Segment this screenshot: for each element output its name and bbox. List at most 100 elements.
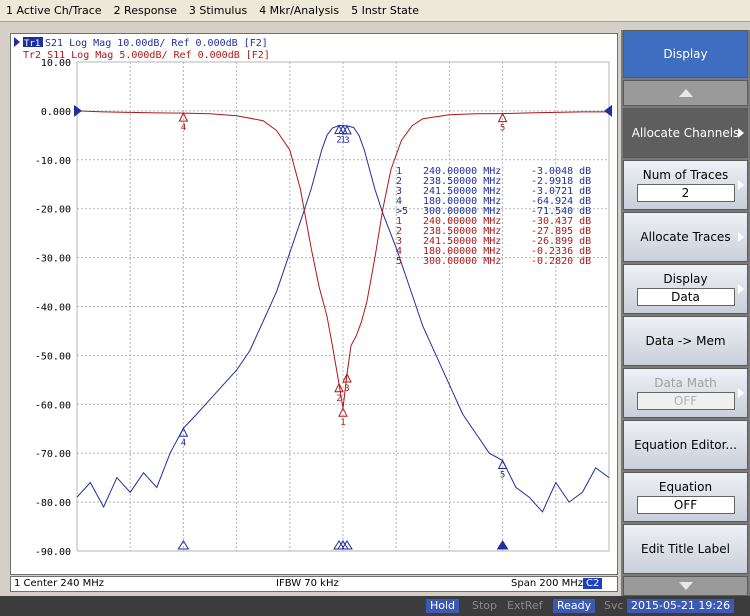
marker-table-number: 1 (396, 166, 402, 177)
num-of-traces-value: 2 (636, 184, 735, 202)
tr1-header: S21 Log Mag 10.00dB/ Ref 0.000dB [F2] (45, 38, 268, 49)
y-tick-label: -80.00 (35, 498, 71, 509)
active-trace-arrow-icon (14, 37, 20, 47)
display-label: Display (663, 272, 708, 286)
submenu-arrow-icon (738, 388, 744, 398)
num-of-traces-button[interactable]: Num of Traces 2 (623, 160, 748, 210)
marker-table-value: -3.0721 dB (531, 186, 591, 197)
marker-table-number: 2 (396, 176, 402, 187)
scroll-down-button[interactable] (623, 576, 748, 596)
data-math-value: OFF (636, 392, 735, 410)
data-math-button[interactable]: Data Math OFF (623, 368, 748, 418)
x-axis-marker-icon (496, 540, 509, 550)
marker-number: 3 (344, 384, 349, 394)
menu-bar: 1 Active Ch/Trace 2 Response 3 Stimulus … (0, 0, 750, 22)
marker-number: 4 (181, 438, 186, 448)
marker-table-frequency: 240.00000 MHz (423, 166, 501, 177)
equation-value: OFF (636, 496, 735, 514)
marker-number: 2 (336, 136, 341, 146)
marker-table-value: -26.899 dB (531, 236, 591, 247)
trace-display[interactable]: 10.00 0.000 -10.00 -20.00 -30.00 -40.00 -50.00… (10, 33, 618, 575)
marker-number: 5 (500, 471, 505, 481)
marker-table-value: -0.2336 dB (531, 246, 591, 257)
down-arrow-icon (678, 582, 693, 590)
marker-triangle (334, 382, 344, 393)
y-tick-label: -70.00 (35, 449, 71, 460)
submenu-arrow-icon (738, 180, 744, 190)
marker-triangle (342, 124, 352, 135)
marker-table-number: 4 (396, 246, 402, 257)
equation-editor-label: Equation Editor... (634, 438, 737, 452)
marker-triangle (178, 427, 189, 437)
marker-table-frequency: 300.00000 MHz (423, 256, 501, 267)
marker-table-frequency: 180.00000 MHz (423, 246, 501, 257)
marker-table-number: 1 (396, 216, 402, 227)
tr2-header: Tr2 S11 Log Mag 5.000dB/ Ref 0.000dB [F2… (23, 50, 270, 61)
ready-indicator: Ready (553, 599, 596, 613)
stop-indicator: Stop (472, 599, 498, 612)
date-time: 2015-05-21 19:26 (627, 599, 735, 613)
menu-active-ch-trace[interactable]: 1 Active Ch/Trace (6, 4, 102, 17)
submenu-arrow-icon (738, 232, 744, 242)
y-tick-label: -30.00 (35, 254, 71, 265)
marker-table-number: 2 (396, 226, 402, 237)
data-to-mem-button[interactable]: Data -> Mem (623, 316, 748, 366)
allocate-channels-label: Allocate Channels (631, 126, 740, 140)
marker-table-frequency: 241.50000 MHz (423, 236, 501, 247)
marker-table-number: 5 (396, 256, 402, 267)
marker-number: 2 (336, 394, 341, 404)
equation-button[interactable]: Equation OFF (623, 472, 748, 522)
marker-number: 3 (344, 136, 349, 146)
marker-triangle (178, 112, 189, 122)
menu-mkr-analysis[interactable]: 4 Mkr/Analysis (259, 4, 340, 17)
marker-table-value: -27.895 dB (531, 226, 591, 237)
display-button[interactable]: Display Data (623, 264, 748, 314)
marker-table-frequency: 300.00000 MHz (423, 206, 501, 217)
y-tick-label: -50.00 (35, 351, 71, 362)
marker-table-frequency: 238.50000 MHz (423, 176, 501, 187)
marker-triangle (338, 407, 348, 417)
display-value: Data (636, 288, 735, 306)
marker-number: 1 (340, 136, 345, 146)
equation-editor-button[interactable]: Equation Editor... (623, 420, 748, 470)
num-of-traces-label: Num of Traces (642, 168, 729, 182)
y-tick-label: -40.00 (35, 303, 71, 314)
center-frequency: 1 Center 240 MHz (14, 578, 105, 589)
x-axis-marker-icon (333, 540, 345, 550)
y-tick-label: -60.00 (35, 400, 71, 411)
allocate-traces-label: Allocate Traces (640, 230, 731, 244)
data-to-mem-label: Data -> Mem (645, 334, 726, 348)
ifbw-readout: IFBW 70 kHz (276, 578, 339, 589)
marker-table-value: -3.0048 dB (531, 166, 591, 177)
marker-table-value: -30.437 dB (531, 216, 591, 227)
x-axis-marker-icon (177, 540, 190, 550)
marker-table-frequency: 241.50000 MHz (423, 186, 501, 197)
submenu-arrow-icon (738, 128, 744, 138)
edit-title-label-button[interactable]: Edit Title Label (623, 524, 748, 574)
edit-title-label: Edit Title Label (641, 542, 730, 556)
extref-indicator: ExtRef (507, 599, 543, 612)
marker-table-value: -71.540 dB (531, 206, 591, 217)
svc-indicator: Svc (604, 599, 624, 612)
x-axis-marker-icon (341, 540, 353, 550)
reference-level-right-icon (604, 104, 612, 117)
menu-stimulus[interactable]: 3 Stimulus (188, 4, 248, 17)
marker-table-frequency: 238.50000 MHz (423, 226, 501, 237)
marker-table-value: -2.9918 dB (531, 176, 591, 187)
menu-response[interactable]: 2 Response (113, 4, 177, 17)
marker-triangle (334, 124, 344, 135)
channel-status-bar: 1 Center 240 MHz IFBW 70 kHz Span 200 MH… (10, 576, 618, 592)
marker-number: 1 (340, 418, 345, 428)
marker-table-frequency: 240.00000 MHz (423, 216, 501, 227)
menu-instr-state[interactable]: 5 Instr State (351, 4, 419, 17)
marker-number: 5 (500, 124, 505, 134)
allocate-channels-button[interactable]: Allocate Channels (623, 108, 748, 158)
marker-number: 4 (181, 123, 186, 133)
equation-label: Equation (658, 480, 713, 494)
y-tick-label: -20.00 (35, 205, 71, 216)
scroll-up-button[interactable] (623, 80, 748, 106)
reference-level-left-icon (74, 104, 82, 117)
tr1-badge-label: Tr1 (24, 39, 40, 49)
marker-table-number: 3 (396, 186, 402, 197)
allocate-traces-button[interactable]: Allocate Traces (623, 212, 748, 262)
